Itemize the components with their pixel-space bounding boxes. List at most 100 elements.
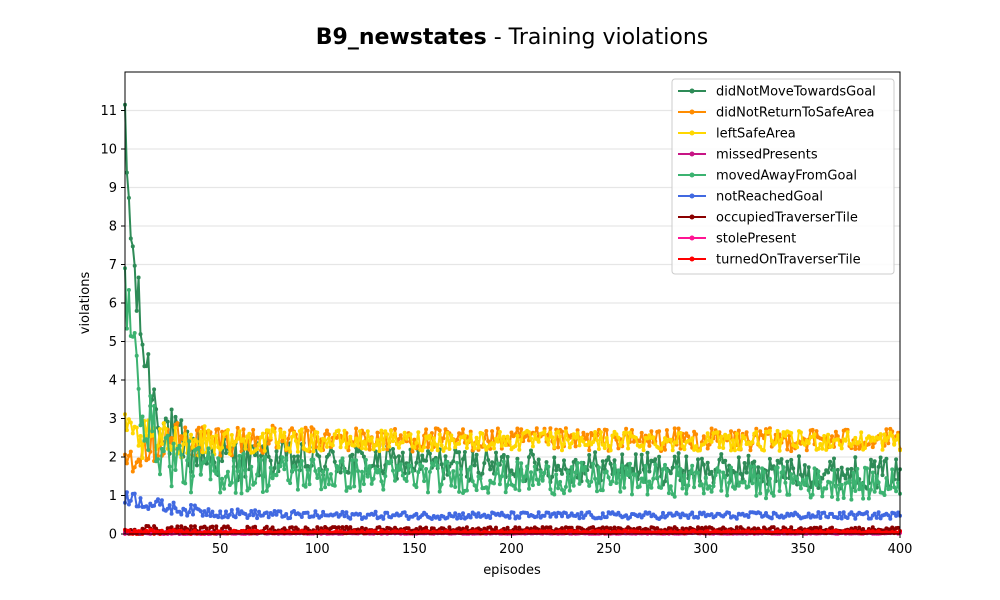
data-point <box>501 459 506 464</box>
data-point <box>659 515 664 520</box>
data-point <box>513 444 518 448</box>
data-point <box>527 455 531 460</box>
data-point <box>187 510 192 515</box>
data-point <box>709 439 714 444</box>
y-tick-label: 5 <box>109 335 117 350</box>
data-point <box>703 475 708 480</box>
data-point <box>579 435 584 440</box>
data-point <box>686 434 691 439</box>
data-point <box>835 467 840 472</box>
data-point <box>727 433 732 438</box>
data-point <box>830 434 834 439</box>
data-point <box>859 481 864 486</box>
data-point <box>396 454 401 459</box>
data-point <box>622 485 627 490</box>
data-point <box>725 493 730 498</box>
data-point <box>657 454 662 459</box>
data-point <box>802 463 807 468</box>
data-point <box>124 428 129 433</box>
data-point <box>280 439 285 444</box>
data-point <box>569 525 574 530</box>
data-point <box>680 486 685 491</box>
data-point <box>602 446 607 451</box>
data-point <box>853 435 858 440</box>
data-point <box>589 479 594 484</box>
data-point <box>853 447 858 451</box>
data-point <box>536 457 541 462</box>
data-point <box>437 432 442 437</box>
data-point <box>158 502 162 507</box>
data-point <box>808 485 813 490</box>
data-point <box>717 457 722 462</box>
data-point <box>727 510 732 515</box>
data-point <box>356 469 361 474</box>
data-point <box>191 474 195 478</box>
data-point <box>573 457 578 462</box>
data-point <box>332 432 337 437</box>
data-point <box>554 472 559 477</box>
data-point <box>461 427 465 432</box>
data-point <box>183 481 188 486</box>
data-point <box>517 515 522 520</box>
data-point <box>798 430 803 435</box>
data-point <box>888 516 893 521</box>
data-point <box>587 510 592 515</box>
data-point <box>818 516 823 520</box>
data-point <box>235 425 240 430</box>
data-point <box>705 431 710 436</box>
data-point <box>441 448 446 453</box>
data-point <box>826 515 831 520</box>
data-point <box>385 447 390 452</box>
data-point <box>305 464 310 468</box>
data-point <box>849 466 854 471</box>
data-point <box>222 514 227 519</box>
series-markers-leftSafeArea <box>123 412 902 460</box>
data-point <box>558 511 563 516</box>
data-point <box>521 479 526 484</box>
data-point <box>177 509 182 514</box>
data-point <box>565 437 570 442</box>
data-point <box>534 426 539 431</box>
data-point <box>604 436 609 440</box>
data-point <box>158 427 162 431</box>
data-point <box>134 353 139 358</box>
data-point <box>579 460 584 465</box>
data-point <box>878 432 883 437</box>
data-point <box>884 427 889 432</box>
data-point <box>274 512 279 517</box>
data-point <box>433 442 438 447</box>
y-tick-label: 9 <box>109 181 117 196</box>
data-point <box>132 331 137 335</box>
data-point <box>894 457 899 462</box>
data-point <box>812 466 817 471</box>
data-point <box>468 515 473 520</box>
data-point <box>849 497 854 502</box>
data-point <box>507 439 512 444</box>
data-point <box>408 432 413 437</box>
data-point <box>876 464 881 469</box>
legend-swatch-marker <box>689 193 695 199</box>
data-point <box>567 445 572 450</box>
data-point <box>884 456 889 461</box>
data-point <box>707 484 712 489</box>
data-point <box>661 467 665 472</box>
data-point <box>495 461 500 466</box>
data-point <box>332 459 337 464</box>
data-point <box>280 455 285 460</box>
data-point <box>600 511 605 516</box>
data-point <box>138 496 143 501</box>
data-point <box>890 433 895 438</box>
data-point <box>548 525 553 530</box>
data-point <box>404 479 409 483</box>
data-point <box>361 482 366 487</box>
data-point <box>806 511 811 516</box>
data-point <box>198 429 203 434</box>
data-point <box>818 442 823 446</box>
legend-box <box>671 78 895 275</box>
data-point <box>593 430 598 434</box>
data-point <box>810 492 815 497</box>
data-point <box>575 512 580 517</box>
data-point <box>839 465 844 470</box>
data-point <box>307 482 312 487</box>
data-point <box>896 477 901 482</box>
